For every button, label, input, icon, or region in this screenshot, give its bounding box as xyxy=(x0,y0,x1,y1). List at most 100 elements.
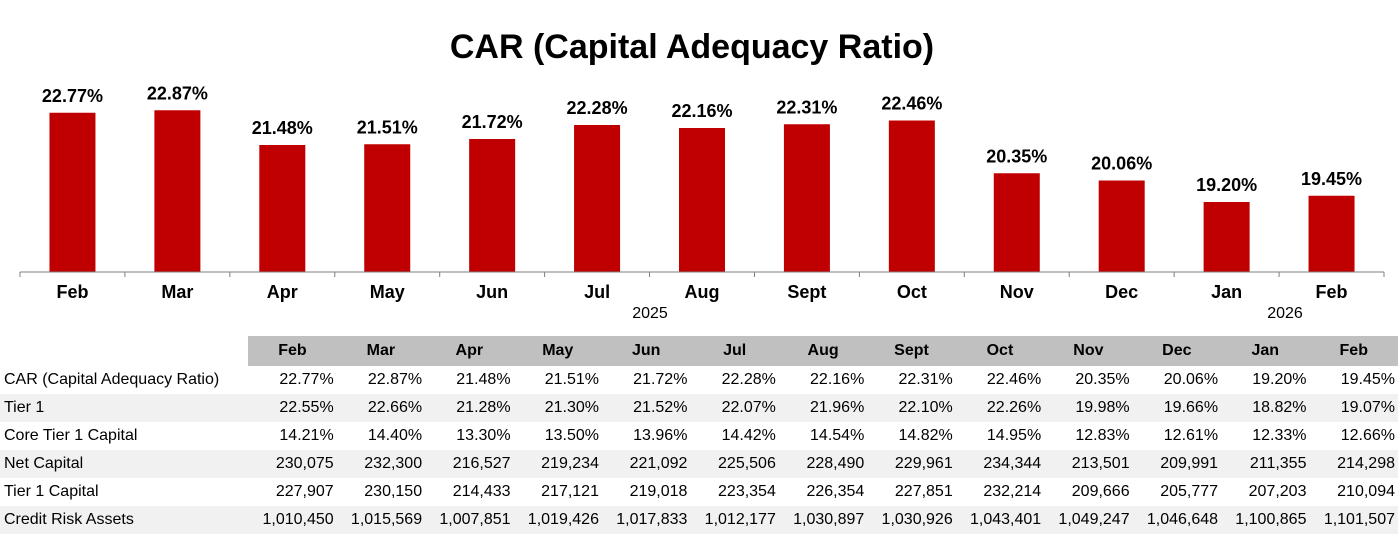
table-cell: 21.28% xyxy=(425,394,514,422)
table-cell: 21.96% xyxy=(778,394,868,422)
data-label: 21.48% xyxy=(252,118,313,138)
table-cell: 21.51% xyxy=(544,371,599,388)
data-label: 22.16% xyxy=(671,101,732,121)
table-cell: 22.31% xyxy=(898,371,953,388)
data-label: 22.87% xyxy=(147,83,208,103)
table-cell: 21.48% xyxy=(456,371,511,388)
table-cell: 22.28% xyxy=(721,371,776,388)
table-cell: 223,354 xyxy=(718,483,776,500)
table-cell: 209,666 xyxy=(1071,483,1130,500)
table-cell: 232,214 xyxy=(983,483,1042,500)
table-cell: 213,501 xyxy=(1044,450,1133,478)
table-cell: 22.55% xyxy=(248,394,337,422)
row-label: Tier 1 xyxy=(0,394,249,422)
table-cell: 1,010,450 xyxy=(248,506,337,534)
table-cell: 19.45% xyxy=(1340,371,1395,388)
table-cell: 19.66% xyxy=(1132,394,1222,422)
table-cell: 1,100,865 xyxy=(1221,506,1310,534)
data-label: 22.31% xyxy=(776,97,837,117)
x-tick-label: Mar xyxy=(161,282,193,302)
table-cell: 21.72% xyxy=(633,371,688,388)
bar xyxy=(1308,195,1355,272)
table-cell: 1,019,426 xyxy=(513,506,602,534)
table-cell: 1,101,507 xyxy=(1309,506,1398,534)
x-tick-label: Feb xyxy=(1316,282,1348,302)
x-tick-label: Aug xyxy=(685,282,720,302)
table-header-row: Feb Mar Apr May Jun Jul Aug Sept Oct Nov Dec Jan Feb xyxy=(0,336,1398,366)
table-cell: 21.30% xyxy=(513,394,602,422)
bar xyxy=(1203,202,1250,272)
table-cell: 230,075 xyxy=(248,450,337,478)
bar xyxy=(679,128,725,272)
table-cell: 229,961 xyxy=(867,450,956,478)
data-label: 22.77% xyxy=(42,86,103,106)
table-cell: 219,234 xyxy=(513,450,602,478)
x-tick-label: Sept xyxy=(787,282,826,302)
table-body: CAR (Capital Adequacy Ratio) 22.77% 22.87%… xyxy=(0,366,1398,534)
car-bar-chart: CAR (Capital Adequacy Ratio) 22.77%Feb22… xyxy=(19,28,1385,322)
table-cell: 22.66% xyxy=(336,394,426,422)
data-label: 21.72% xyxy=(462,112,523,132)
bar xyxy=(364,144,411,272)
data-label: 19.45% xyxy=(1301,169,1362,189)
table-cell: 12.66% xyxy=(1340,427,1395,444)
table-cell: 1,030,926 xyxy=(867,506,956,534)
table-cell: 214,433 xyxy=(452,483,511,500)
table-cell: 20.06% xyxy=(1163,371,1219,388)
table-cell: 19.07% xyxy=(1309,394,1398,422)
table-cell: 13.96% xyxy=(633,427,688,444)
year-label: 2025 xyxy=(632,305,668,322)
table-cell: 12.61% xyxy=(1163,427,1219,444)
table-cell: 12.33% xyxy=(1252,427,1307,444)
table-cell: 22.10% xyxy=(867,394,956,422)
bar xyxy=(49,112,96,272)
row-label: Core Tier 1 Capital xyxy=(4,427,138,444)
table-cell: 22.46% xyxy=(986,371,1042,388)
table-cell: 225,506 xyxy=(690,450,779,478)
data-table: Feb Mar Apr May Jun Jul Aug Sept Oct Nov Dec Jan Feb… xyxy=(0,336,1398,534)
table-cell: 14.95% xyxy=(986,427,1042,444)
table-cell: 12.83% xyxy=(1075,427,1130,444)
table-cell: 1,007,851 xyxy=(425,506,514,534)
table-cell: 217,121 xyxy=(541,483,599,500)
table-cell: 20.35% xyxy=(1075,371,1130,388)
table-cell: 216,527 xyxy=(425,450,514,478)
table-corner-cell xyxy=(0,336,249,366)
table-cell: 1,030,897 xyxy=(778,506,868,534)
table-cell: 1,043,401 xyxy=(955,506,1045,534)
x-axis xyxy=(19,271,1385,277)
x-tick-label: Jun xyxy=(476,282,508,302)
column-header: Mar xyxy=(336,336,426,366)
table-row: CAR (Capital Adequacy Ratio) 22.77% 22.87%… xyxy=(0,366,1398,394)
year-label: 2026 xyxy=(1267,305,1303,322)
table-cell: 1,046,648 xyxy=(1132,506,1222,534)
column-header: Apr xyxy=(425,336,514,366)
labels-layer: 22.77% Feb 22.87% Mar 21.48% Apr 21.51% May 21.7… xyxy=(42,83,1362,322)
bar xyxy=(1098,180,1145,272)
bar xyxy=(993,173,1040,272)
x-tick-label: Nov xyxy=(1000,282,1034,302)
table-cell: 19.98% xyxy=(1044,394,1133,422)
table-row: Net Capital 230,075 232,300 216,527 219,234 2… xyxy=(0,450,1398,478)
bar xyxy=(574,125,621,272)
table-row: Credit Risk Assets 1,010,450 1,015,569 1,00… xyxy=(0,506,1398,534)
data-label: 20.06% xyxy=(1091,154,1152,174)
table-cell: 227,907 xyxy=(275,483,334,500)
column-header: Aug xyxy=(778,336,868,366)
table-cell: 210,094 xyxy=(1337,483,1395,500)
column-header: Feb xyxy=(1309,336,1398,366)
column-header: Nov xyxy=(1044,336,1133,366)
table-cell: 14.21% xyxy=(279,427,334,444)
bar xyxy=(888,120,935,272)
table-cell: 1,012,177 xyxy=(690,506,779,534)
bar xyxy=(259,145,306,272)
data-label: 19.20% xyxy=(1196,175,1257,195)
column-header: May xyxy=(513,336,602,366)
table-cell: 21.52% xyxy=(601,394,691,422)
table-cell: 221,092 xyxy=(601,450,691,478)
table-cell: 1,049,247 xyxy=(1044,506,1133,534)
table-cell: 1,015,569 xyxy=(336,506,426,534)
x-tick-label: May xyxy=(370,282,405,302)
table-cell: 1,017,833 xyxy=(601,506,691,534)
table-cell: 219,018 xyxy=(629,483,688,500)
